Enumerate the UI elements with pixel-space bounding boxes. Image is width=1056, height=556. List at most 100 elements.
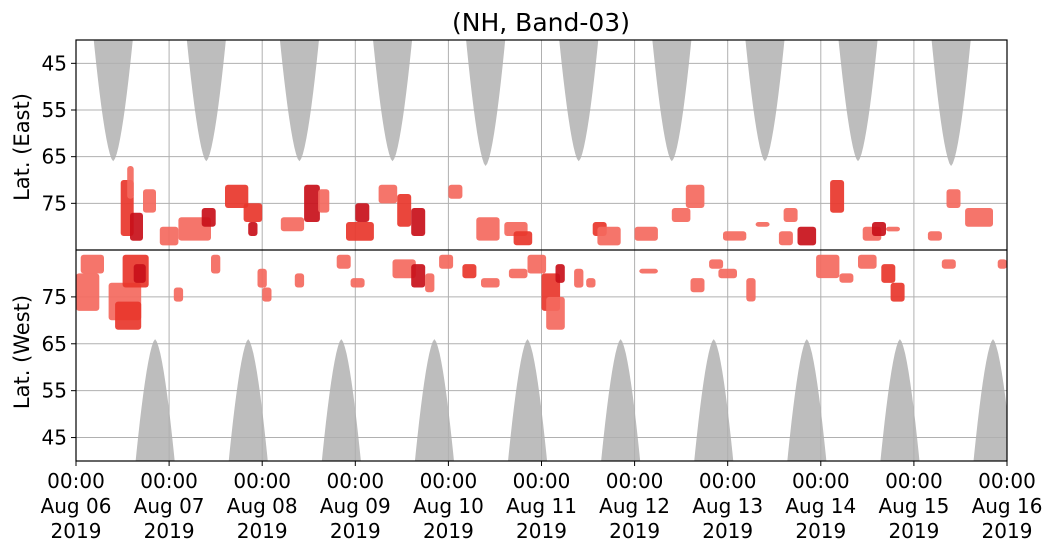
detection-west-14 bbox=[411, 264, 426, 288]
x-tick-year: 2019 bbox=[516, 519, 567, 543]
detection-east-32 bbox=[830, 180, 845, 213]
detection-east-6 bbox=[201, 208, 216, 227]
detection-west-19 bbox=[508, 268, 528, 279]
coverage-gap-east-5 bbox=[558, 40, 600, 162]
detection-west-12 bbox=[336, 254, 351, 269]
detection-east-24 bbox=[634, 226, 658, 241]
x-tick-date: Aug 06 bbox=[41, 494, 112, 518]
detection-west-27 bbox=[690, 278, 705, 293]
detection-west-29 bbox=[718, 268, 737, 279]
detection-west-22 bbox=[546, 296, 565, 330]
detection-west-35 bbox=[890, 282, 905, 302]
detection-west-10 bbox=[294, 273, 305, 288]
detection-east-14 bbox=[355, 203, 370, 222]
coverage-gap-east-9 bbox=[930, 40, 972, 166]
detection-east-15 bbox=[378, 184, 398, 204]
y-axis-ticks: 45 55 65 75 75 65 55 45 bbox=[42, 51, 76, 450]
y-tick-label-west: 55 bbox=[42, 379, 67, 403]
x-tick-date: Aug 14 bbox=[785, 494, 856, 518]
coverage-gap-east-3 bbox=[372, 40, 413, 162]
x-tick-year: 2019 bbox=[888, 519, 939, 543]
coverage-gap-east-8 bbox=[837, 40, 879, 162]
detection-west-20 bbox=[527, 254, 547, 274]
detection-west-34 bbox=[881, 264, 896, 283]
detections-west bbox=[76, 254, 1007, 330]
y-tick-label-east: 55 bbox=[42, 98, 67, 122]
coverage-gap-east-2 bbox=[279, 40, 320, 162]
x-tick-time: 00:00 bbox=[606, 469, 664, 493]
detection-west-13 bbox=[392, 259, 416, 279]
detection-east-37 bbox=[946, 189, 961, 208]
detection-east-36 bbox=[927, 231, 942, 241]
detection-east-17 bbox=[411, 208, 426, 236]
x-tick-date: Aug 15 bbox=[878, 494, 949, 518]
detection-west-15 bbox=[425, 273, 435, 293]
coverage-gap-east-4 bbox=[465, 40, 507, 166]
coverage-gap-east-6 bbox=[651, 40, 693, 162]
x-tick-date: Aug 09 bbox=[320, 494, 391, 518]
coverage-gap-east-0 bbox=[92, 40, 134, 162]
detection-west-17 bbox=[462, 264, 477, 279]
detection-west-16 bbox=[439, 254, 454, 269]
coverage-gap-west-4 bbox=[507, 339, 548, 461]
detection-east-7 bbox=[225, 184, 249, 208]
y-tick-label-east: 75 bbox=[42, 191, 67, 215]
detection-east-12 bbox=[318, 189, 330, 213]
x-tick-year: 2019 bbox=[423, 519, 474, 543]
x-tick-time: 00:00 bbox=[326, 469, 384, 493]
coverage-gap-west-2 bbox=[320, 339, 362, 461]
coverage-gap-west-9 bbox=[972, 339, 1007, 461]
x-tick-year: 2019 bbox=[330, 519, 381, 543]
detection-west-6 bbox=[173, 287, 184, 302]
coverage-gap-west-5 bbox=[600, 339, 642, 461]
detection-east-9 bbox=[248, 222, 258, 236]
detection-west-0 bbox=[76, 273, 100, 311]
chart-title: (NH, Band-03) bbox=[452, 8, 630, 37]
x-tick-date: Aug 13 bbox=[692, 494, 763, 518]
coverage-gap-west-8 bbox=[879, 339, 921, 461]
detection-west-37 bbox=[997, 259, 1007, 269]
detection-west-23 bbox=[555, 264, 565, 283]
detection-west-3 bbox=[115, 301, 142, 330]
coverage-gap-east-7 bbox=[744, 40, 786, 162]
detection-east-23 bbox=[597, 226, 621, 246]
detection-east-38 bbox=[965, 208, 993, 227]
x-tick-date: Aug 12 bbox=[599, 494, 670, 518]
detection-west-31 bbox=[816, 254, 840, 279]
detection-east-27 bbox=[723, 231, 747, 241]
detection-east-35 bbox=[886, 226, 900, 232]
x-tick-time: 00:00 bbox=[233, 469, 291, 493]
x-tick-time: 00:00 bbox=[792, 469, 850, 493]
x-tick-year: 2019 bbox=[982, 519, 1033, 543]
y-tick-label-east: 65 bbox=[42, 145, 67, 169]
coverage-gap-east-1 bbox=[185, 40, 227, 162]
coverage-gap-west-0 bbox=[134, 339, 176, 461]
x-tick-time: 00:00 bbox=[513, 469, 571, 493]
x-tick-date: Aug 16 bbox=[972, 494, 1043, 518]
detection-east-10 bbox=[280, 217, 305, 232]
coverage-gap-west-7 bbox=[786, 339, 828, 461]
detections-east bbox=[120, 166, 993, 246]
x-tick-time: 00:00 bbox=[978, 469, 1036, 493]
detection-east-8 bbox=[243, 203, 263, 222]
x-tick-time: 00:00 bbox=[47, 469, 105, 493]
detection-east-11 bbox=[304, 184, 320, 222]
detection-east-26 bbox=[685, 184, 705, 208]
detection-west-11 bbox=[350, 278, 365, 288]
detection-east-30 bbox=[783, 208, 798, 222]
coverage-gap-west-6 bbox=[693, 339, 735, 461]
detection-west-7 bbox=[211, 254, 221, 274]
detection-east-16 bbox=[397, 194, 412, 227]
y-axis-label-east: Lat. (East) bbox=[10, 93, 34, 201]
x-tick-time: 00:00 bbox=[140, 469, 198, 493]
detection-west-25 bbox=[586, 278, 596, 288]
x-tick-time: 00:00 bbox=[699, 469, 757, 493]
detection-east-2 bbox=[127, 166, 134, 199]
x-tick-time: 00:00 bbox=[885, 469, 943, 493]
detection-west-33 bbox=[858, 254, 877, 269]
detection-east-28 bbox=[755, 222, 770, 227]
x-tick-year: 2019 bbox=[51, 519, 102, 543]
y-tick-label-east: 45 bbox=[42, 51, 67, 75]
detection-east-13 bbox=[346, 222, 374, 241]
